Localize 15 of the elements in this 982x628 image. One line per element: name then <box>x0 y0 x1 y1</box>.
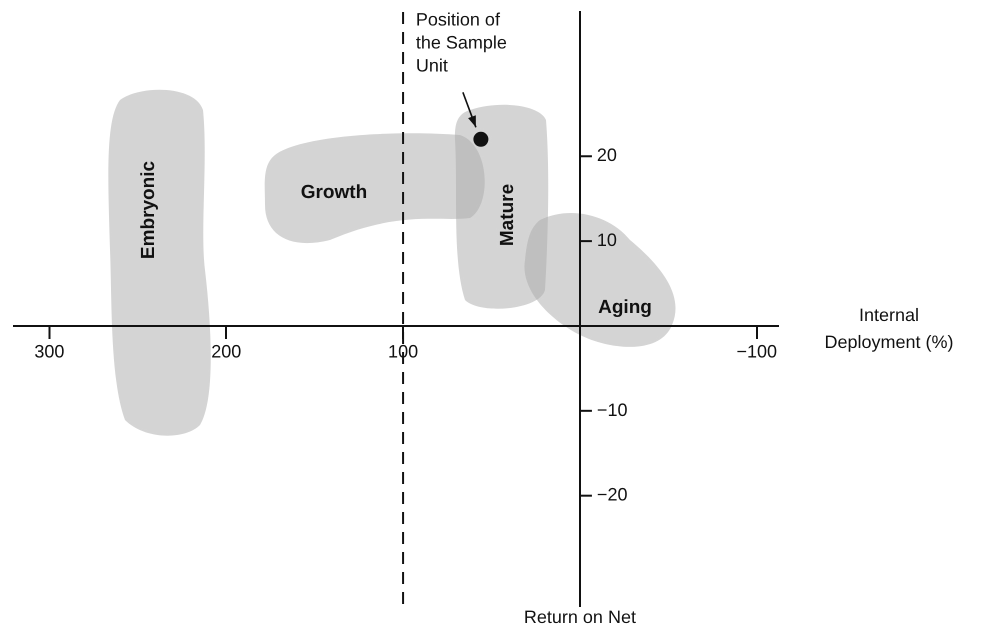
y-tick-label: 10 <box>596 230 617 250</box>
x-tick-label: 100 <box>388 342 418 362</box>
text: Return on Net <box>524 606 636 627</box>
annotation: Embryonic <box>138 160 160 260</box>
annotation: Growth <box>300 182 368 204</box>
y-tick-label: 20 <box>596 145 617 166</box>
x-tick-label: 200 <box>211 342 242 362</box>
annotation: Mature <box>497 184 518 246</box>
annotation: Aging <box>598 297 652 318</box>
x-tick-label: −100 <box>736 342 778 362</box>
y-tick-label: −20 <box>596 484 628 505</box>
y-tick-label: −10 <box>596 400 628 420</box>
x-tick-label: 300 <box>34 342 64 362</box>
x-axis-title: Internal Deployment (%) <box>824 304 954 352</box>
annotation: Position of the Sample Unit <box>416 9 507 76</box>
